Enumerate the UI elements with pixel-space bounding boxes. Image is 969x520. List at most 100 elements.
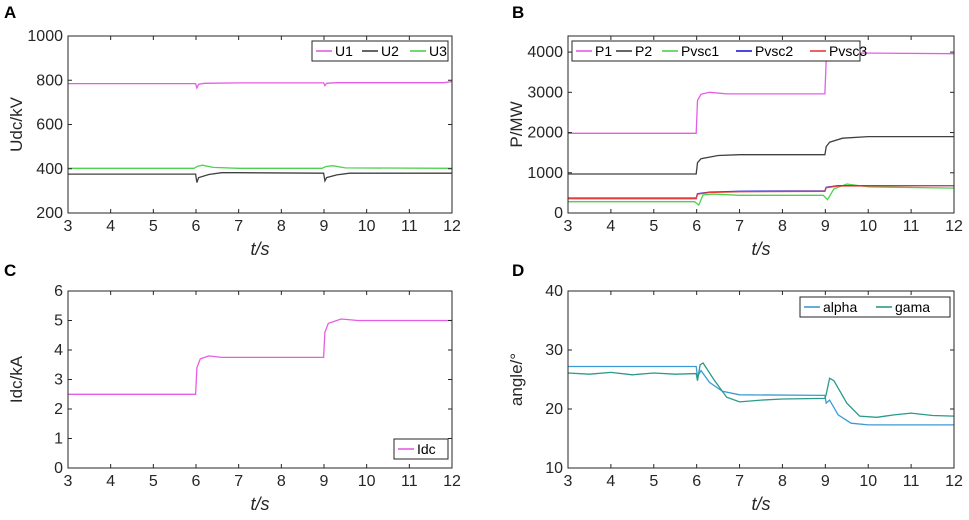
- plot-area: [568, 291, 954, 468]
- axes-frame: [567, 35, 955, 214]
- legend-label-p1: P1: [595, 43, 612, 59]
- x-tick-label: 9: [821, 218, 830, 235]
- x-tick-label: 6: [192, 473, 201, 490]
- x-tick-label: 7: [735, 473, 744, 490]
- y-tick-label: 30: [545, 342, 563, 359]
- legend: alpha gama: [799, 296, 951, 318]
- x-tick-label: 11: [401, 473, 418, 490]
- x-tick-label: 6: [192, 218, 201, 235]
- x-tick-label: 8: [778, 218, 787, 235]
- legend-label-u1: U1: [335, 43, 353, 59]
- y-tick-label: 40: [545, 283, 563, 300]
- x-tick-label: 11: [903, 218, 920, 235]
- x-tick-label: 5: [149, 218, 158, 235]
- y-tick-label: 6: [54, 283, 63, 300]
- x-axis-label: t/s: [751, 239, 770, 259]
- x-tick-label: 10: [358, 218, 376, 235]
- series-line-u3: [68, 164, 453, 169]
- x-tick-label: 9: [320, 473, 329, 490]
- x-axis-label: t/s: [250, 239, 269, 259]
- legend-label-p2: P2: [635, 43, 652, 59]
- legend-label-pvsc2: Pvsc2: [755, 43, 793, 59]
- y-tick-label: 0: [554, 205, 563, 222]
- legend-box: [311, 40, 449, 62]
- legend-label-alpha: alpha: [823, 299, 857, 315]
- panel-letter: B: [512, 3, 524, 22]
- x-axis-label: t/s: [751, 494, 770, 514]
- x-tick-label: 5: [649, 218, 658, 235]
- x-tick-label: 6: [692, 218, 701, 235]
- y-axis-label: angle/°: [507, 353, 526, 406]
- y-tick-label: 1: [54, 431, 63, 448]
- series-line-p2: [568, 135, 954, 175]
- y-axis-label: Idc/kA: [7, 355, 26, 403]
- legend: U1 U2 U3: [311, 40, 449, 62]
- y-tick-label: 1000: [27, 28, 63, 45]
- y-tick-label: 400: [36, 161, 63, 178]
- x-tick-label: 10: [859, 218, 877, 235]
- legend-label-gama: gama: [895, 299, 930, 315]
- x-tick-label: 4: [606, 473, 615, 490]
- series-line-u1: [68, 80, 453, 90]
- x-tick-label: 3: [64, 473, 73, 490]
- panel-A: A 3 4 5 6 7 8 9 10 11 12 200 400 600 800 1000 t/s Udc/kV U…: [4, 3, 461, 259]
- legend-label-idc: Idc: [417, 441, 436, 457]
- series-line-pvsc3: [568, 184, 955, 200]
- y-tick-label: 4: [54, 342, 63, 359]
- panel-B: B 3 4 5 6 7 8 9 10 11 12 0 1000 2000 3000 4000 t/s P/MW P1…: [507, 3, 963, 259]
- x-tick-label: 9: [821, 473, 830, 490]
- series-line-gama: [567, 362, 955, 418]
- legend-label-pvsc3: Pvsc3: [829, 43, 867, 59]
- y-tick-label: 600: [36, 117, 63, 134]
- y-tick-label: 4000: [527, 44, 563, 61]
- legend-label-u2: U2: [381, 43, 399, 59]
- x-tick-label: 9: [320, 218, 329, 235]
- panel-letter: C: [4, 261, 16, 280]
- legend-box: [393, 438, 449, 460]
- y-tick-label: 2: [54, 401, 63, 418]
- panel-D: D 3 4 5 6 7 8 9 10 11 12 10 20 30 40 t/s angle/° alpha gam…: [507, 261, 963, 514]
- x-tick-label: 10: [859, 473, 877, 490]
- x-tick-label: 12: [443, 218, 461, 235]
- legend-label-u3: U3: [429, 43, 447, 59]
- y-tick-label: 20: [545, 401, 563, 418]
- series-line-u2: [68, 172, 452, 183]
- y-tick-label: 2000: [527, 125, 563, 142]
- y-axis-label: Udc/kV: [7, 96, 26, 151]
- legend: P1 P2 Pvsc1 Pvsc2 Pvsc3: [571, 40, 867, 62]
- x-tick-label: 3: [564, 473, 573, 490]
- x-tick-label: 8: [277, 218, 286, 235]
- y-tick-label: 1000: [527, 165, 563, 182]
- x-tick-label: 3: [64, 218, 73, 235]
- x-tick-label: 10: [358, 473, 376, 490]
- x-tick-label: 7: [234, 473, 243, 490]
- legend-box: [799, 296, 951, 318]
- y-tick-label: 5: [54, 313, 63, 330]
- x-axis-label: t/s: [250, 494, 269, 514]
- x-tick-label: 4: [106, 473, 115, 490]
- panel-letter: D: [512, 261, 524, 280]
- series-line-pvsc1: [568, 183, 955, 207]
- x-tick-label: 3: [564, 218, 573, 235]
- plot-area: [68, 36, 452, 213]
- x-tick-label: 5: [649, 473, 658, 490]
- y-tick-label: 800: [36, 72, 63, 89]
- x-tick-label: 8: [778, 473, 787, 490]
- y-tick-label: 10: [545, 460, 563, 477]
- y-tick-label: 3000: [527, 84, 563, 101]
- y-tick-label: 3: [54, 372, 63, 389]
- legend-label-pvsc1: Pvsc1: [681, 43, 719, 59]
- x-tick-label: 11: [401, 218, 418, 235]
- plot-area: [568, 36, 954, 213]
- x-tick-label: 12: [945, 218, 963, 235]
- axes-frame: [567, 290, 955, 469]
- x-tick-label: 7: [735, 218, 744, 235]
- y-axis-label: P/MW: [507, 101, 526, 147]
- x-tick-label: 11: [903, 473, 920, 490]
- x-tick-label: 4: [606, 218, 615, 235]
- legend: Idc: [393, 438, 449, 460]
- y-tick-label: 0: [54, 460, 63, 477]
